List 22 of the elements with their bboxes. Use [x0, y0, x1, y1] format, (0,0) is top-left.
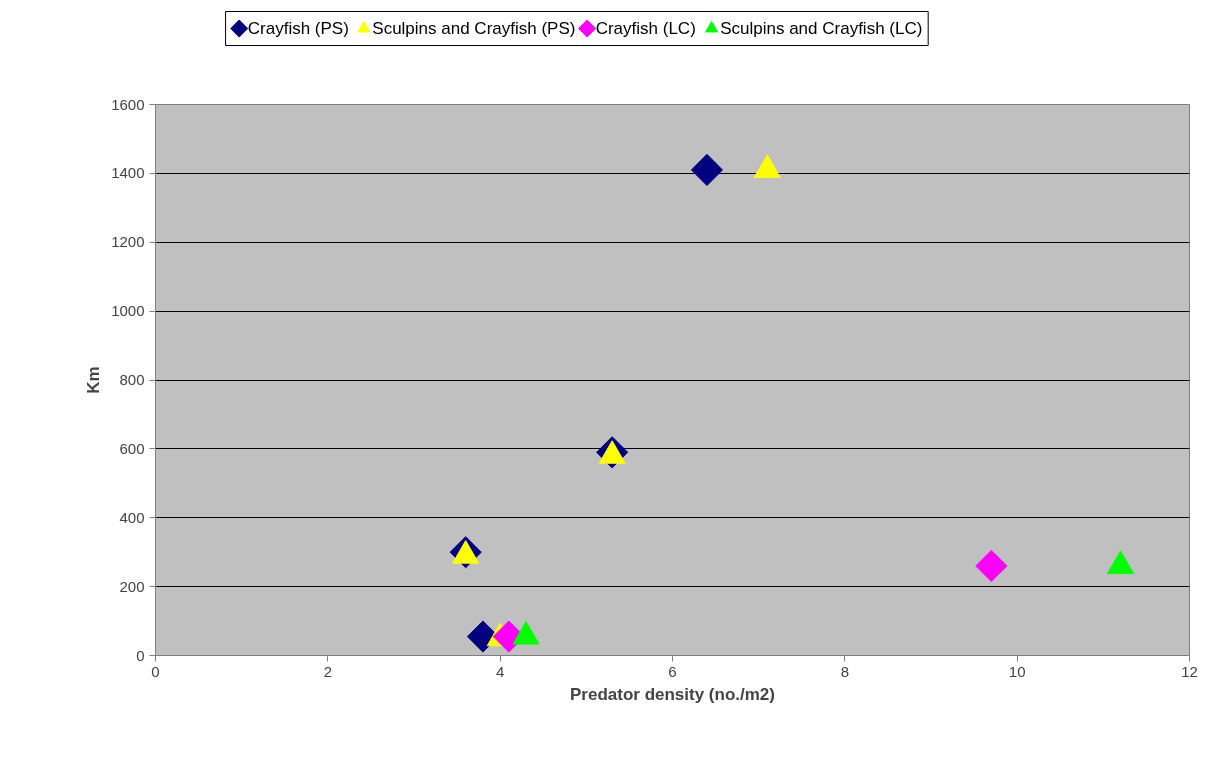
x-tick-label: 2 — [323, 662, 333, 680]
x-tick-label: 4 — [496, 662, 505, 680]
y-axis-title: Km — [84, 366, 104, 394]
y-tick-label: 0 — [136, 646, 145, 664]
x-tick-label: 12 — [1181, 662, 1198, 680]
x-tick-label: 0 — [151, 662, 160, 680]
x-tick-label: 6 — [668, 662, 677, 680]
y-tick-label: 1400 — [111, 164, 145, 182]
legend-label: Crayfish (LC) — [595, 19, 696, 38]
x-tick-label: 10 — [1008, 662, 1026, 680]
x-axis-title: Predator density (no./m2) — [570, 684, 775, 704]
legend-label: Sculpins and Crayfish (PS) — [372, 19, 576, 38]
x-tick-label: 8 — [840, 662, 850, 680]
y-tick-label: 1200 — [111, 233, 145, 251]
y-tick-label: 1000 — [111, 302, 145, 320]
y-tick-label: 600 — [119, 439, 145, 457]
legend-label: Crayfish (PS) — [247, 19, 349, 38]
y-tick-label: 200 — [119, 577, 145, 595]
y-tick-label: 1600 — [111, 95, 145, 113]
y-tick-label: 400 — [119, 508, 145, 526]
y-tick-label: 800 — [119, 371, 145, 388]
legend-label: Sculpins and Crayfish (LC) — [720, 19, 923, 38]
